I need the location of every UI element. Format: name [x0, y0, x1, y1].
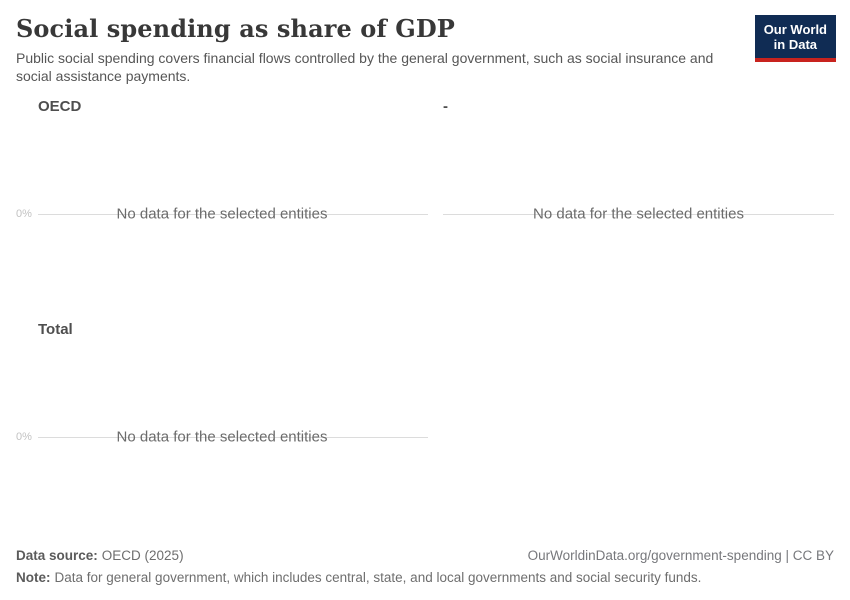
chart-subtitle: Public social spending covers financial …	[16, 49, 714, 84]
zero-axis-line	[443, 213, 834, 215]
facet-oecd: OECD 0% No data for the selected entitie…	[16, 98, 428, 321]
facet-plot-area: 0% No data for the selected entities	[16, 116, 428, 312]
facet-plot-area: No data for the selected entities	[443, 116, 834, 312]
y-axis-tick-label: 0%	[16, 207, 32, 220]
zero-axis-line	[38, 213, 428, 215]
facet-title: OECD	[38, 97, 82, 115]
chart-footer: Data source: OECD (2025) OurWorldinData.o…	[16, 548, 834, 587]
zero-axis-line	[38, 436, 428, 438]
citation-link[interactable]: OurWorldinData.org/government-spending |…	[527, 548, 834, 564]
data-source: Data source: OECD (2025)	[16, 548, 184, 565]
zero-axis-row: No data for the selected entities	[443, 204, 834, 224]
axis-line-area	[38, 204, 428, 224]
data-source-value: OECD (2025)	[101, 548, 184, 564]
note-row: Note: Data for general government, which …	[16, 570, 834, 587]
no-data-message: No data for the selected entities	[116, 428, 328, 446]
owid-logo-line1: Our World	[763, 22, 827, 37]
axis-line-area	[443, 204, 834, 224]
owid-logo[interactable]: Our World in Data	[754, 15, 836, 62]
data-source-label: Data source:	[16, 548, 98, 564]
no-data-message: No data for the selected entities	[533, 205, 744, 223]
no-data-message: No data for the selected entities	[116, 205, 328, 223]
source-row: Data source: OECD (2025) OurWorldinData.o…	[16, 548, 834, 565]
facet-plot-area: 0% No data for the selected entities	[16, 339, 428, 535]
facet-total: Total 0% No data for the selected entiti…	[16, 321, 428, 544]
y-axis-tick-label: 0%	[16, 430, 32, 443]
facet-title: -	[443, 97, 448, 115]
facet-unnamed: - No data for the selected entities	[443, 98, 834, 321]
chart-title: Social spending as share of GDP	[16, 14, 455, 43]
note-label: Note:	[16, 570, 51, 586]
facet-grid: OECD 0% No data for the selected entitie…	[16, 98, 834, 544]
zero-axis-row: 0% No data for the selected entities	[16, 427, 428, 447]
owid-logo-line2: in Data	[773, 37, 818, 53]
axis-line-area	[38, 427, 428, 447]
facet-title: Total	[38, 320, 73, 338]
chart-header: Social spending as share of GDP Public s…	[0, 0, 850, 86]
zero-axis-row: 0% No data for the selected entities	[16, 204, 428, 224]
note-value: Data for general government, which inclu…	[54, 570, 702, 586]
